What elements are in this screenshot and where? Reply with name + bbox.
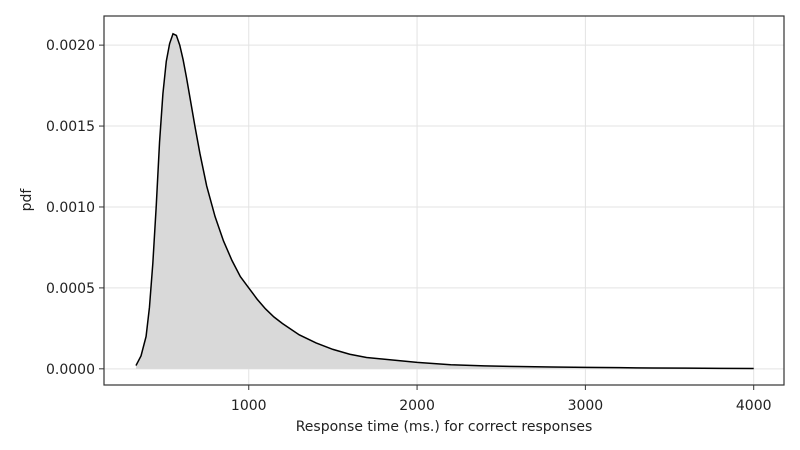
y-tick-label: 0.0010 <box>46 200 95 216</box>
y-tick-label: 0.0020 <box>46 38 95 54</box>
y-tick-label: 0.0015 <box>46 119 95 135</box>
density-line <box>135 32 754 370</box>
x-tick-label: 1000 <box>231 398 267 414</box>
y-axis: 0.0000 0.0005 0.0010 0.0015 0.0020 <box>46 38 104 378</box>
x-axis-label: Response time (ms.) for correct response… <box>296 419 593 435</box>
y-tick-label: 0.0005 <box>46 281 95 297</box>
x-tick-label: 2000 <box>399 398 435 414</box>
x-tick-label: 3000 <box>568 398 604 414</box>
plot-frame <box>103 15 785 386</box>
density-area <box>135 33 754 369</box>
x-axis: 1000 2000 3000 4000 <box>231 385 772 414</box>
x-tick-label: 4000 <box>736 398 772 414</box>
y-tick-label: 0.0000 <box>46 362 95 378</box>
y-axis-label: pdf <box>19 188 35 212</box>
